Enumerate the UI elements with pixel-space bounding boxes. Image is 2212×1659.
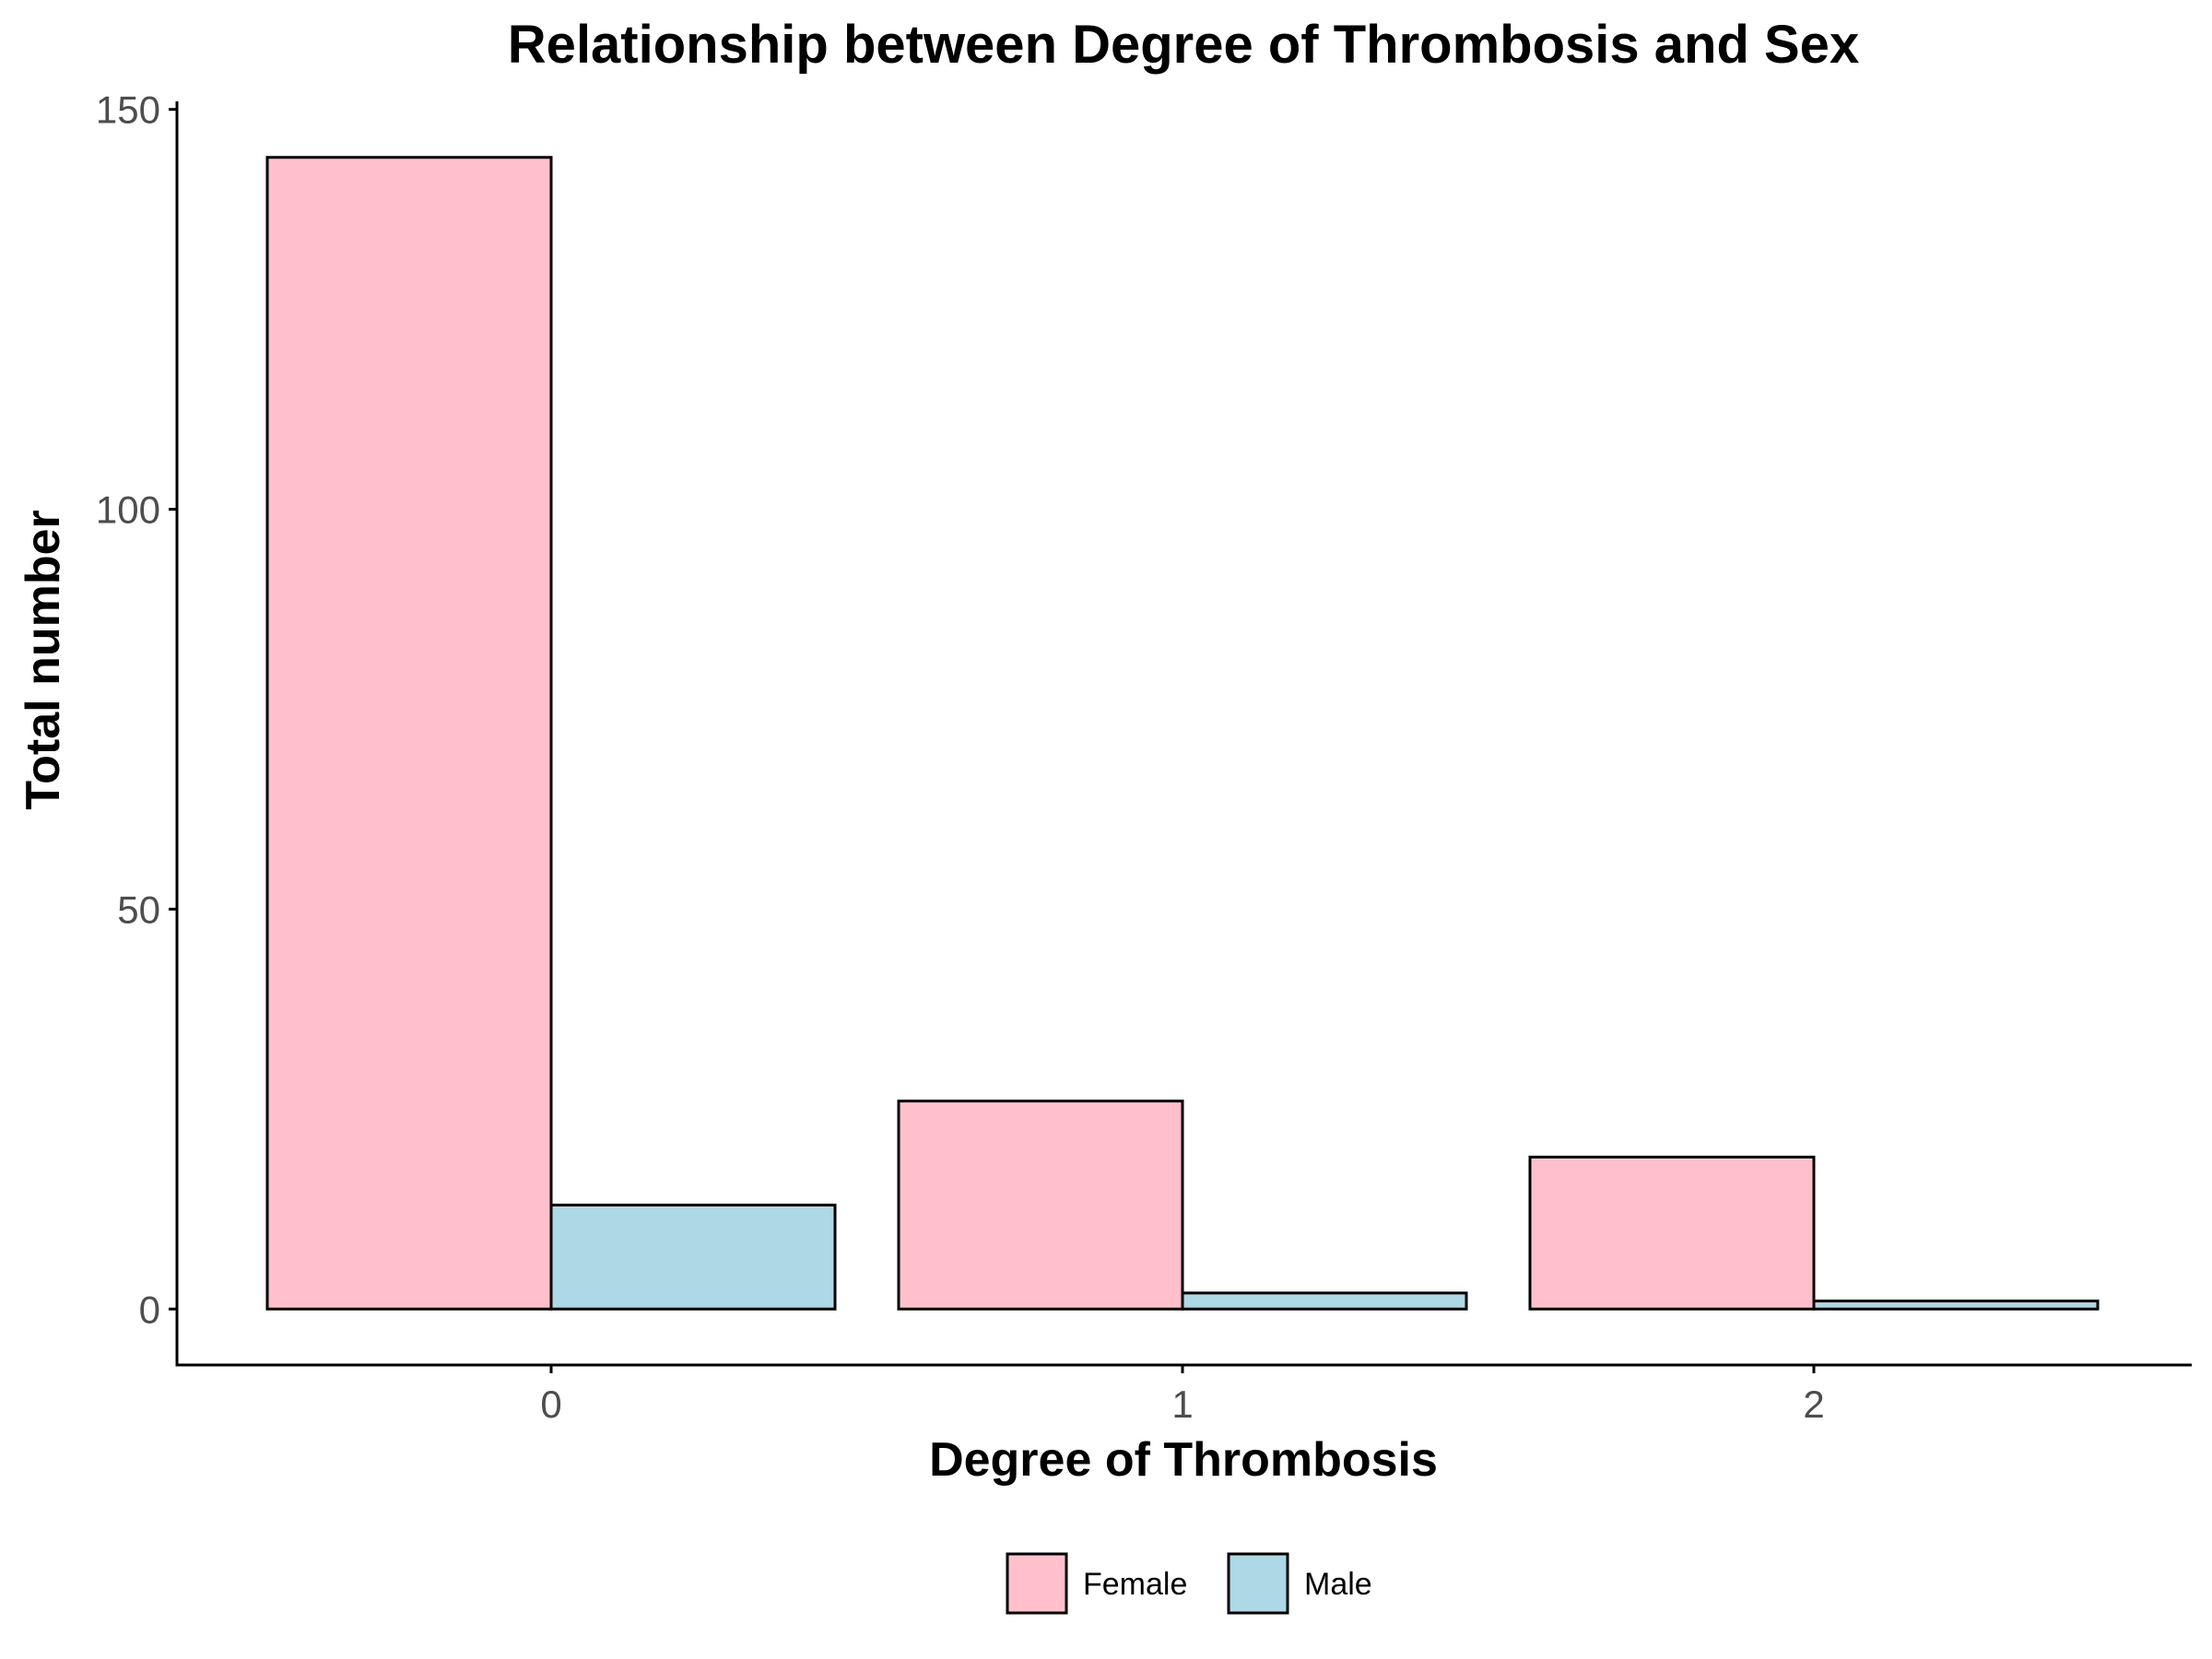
bar-female-1 xyxy=(897,1100,1184,1311)
legend-key-male xyxy=(1227,1552,1289,1615)
bar-female-2 xyxy=(1528,1155,1816,1311)
legend: Female Male xyxy=(1006,1552,1372,1615)
y-tick-label-0: 0 xyxy=(139,1288,160,1331)
bars-layer xyxy=(265,156,2100,1311)
bar-female-0 xyxy=(265,156,553,1311)
x-tick-label-0: 0 xyxy=(540,1382,561,1426)
bar-male-0 xyxy=(549,1203,837,1311)
y-tick-label-100: 100 xyxy=(96,488,160,532)
x-tick-label-2: 2 xyxy=(1803,1382,1824,1426)
x-tick-label-1: 1 xyxy=(1171,1382,1193,1426)
bar-male-1 xyxy=(1181,1291,1468,1311)
bar-male-2 xyxy=(1812,1300,2100,1311)
x-ticks: 0 1 2 xyxy=(540,1365,1825,1426)
y-ticks: 0 50 100 150 xyxy=(96,88,177,1331)
y-axis-title: Total number xyxy=(17,510,70,809)
x-axis-title: Degree of Thrombosis xyxy=(929,1433,1438,1487)
y-tick-label-150: 150 xyxy=(96,88,160,132)
y-tick-label-50: 50 xyxy=(117,888,160,931)
legend-key-female xyxy=(1006,1552,1068,1615)
legend-label-female: Female xyxy=(1083,1567,1187,1602)
chart-title: Relationship between Degree of Thrombosi… xyxy=(508,15,1859,75)
legend-label-male: Male xyxy=(1304,1567,1372,1602)
